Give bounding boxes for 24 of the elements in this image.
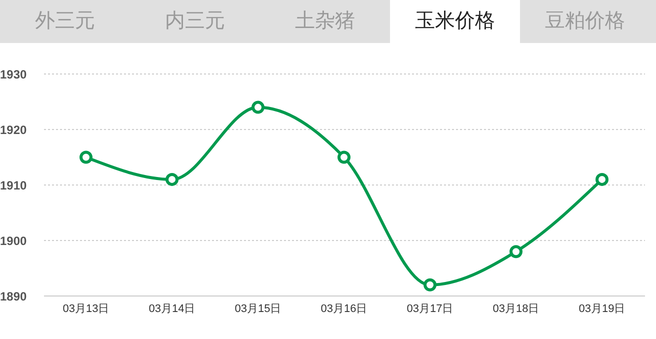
text: 土杂猪 <box>294 9 356 34</box>
point <box>510 245 522 258</box>
text: 内三元 <box>164 9 226 34</box>
x-tick-label: 03月17日 <box>406 302 454 315</box>
x-tick-label: 03月19日 <box>578 302 626 315</box>
point <box>166 172 178 186</box>
y-tick-label: 1910 <box>0 178 28 192</box>
point <box>596 172 608 186</box>
text: 玉米价格 <box>390 0 520 43</box>
x-tick-label: 03月13日 <box>62 302 110 315</box>
y-tick-label: 1890 <box>0 289 28 304</box>
y-tick-label: 1900 <box>0 234 28 248</box>
point <box>252 100 264 114</box>
point <box>80 150 92 164</box>
x-tick-label: 03月18日 <box>492 302 540 315</box>
x-tick-label: 03月14日 <box>148 302 196 315</box>
y-tick-label: 1920 <box>0 122 28 137</box>
y-tick-label: 1930 <box>0 67 28 82</box>
text: 外三元 <box>34 9 96 34</box>
x-tick-label: 03月16日 <box>320 302 368 315</box>
point <box>424 278 436 292</box>
point <box>338 150 350 164</box>
x-tick-label: 03月15日 <box>234 302 282 315</box>
text: 豆粕价格 <box>544 9 626 34</box>
